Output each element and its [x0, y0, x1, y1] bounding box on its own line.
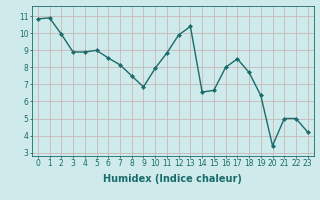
X-axis label: Humidex (Indice chaleur): Humidex (Indice chaleur) [103, 174, 242, 184]
